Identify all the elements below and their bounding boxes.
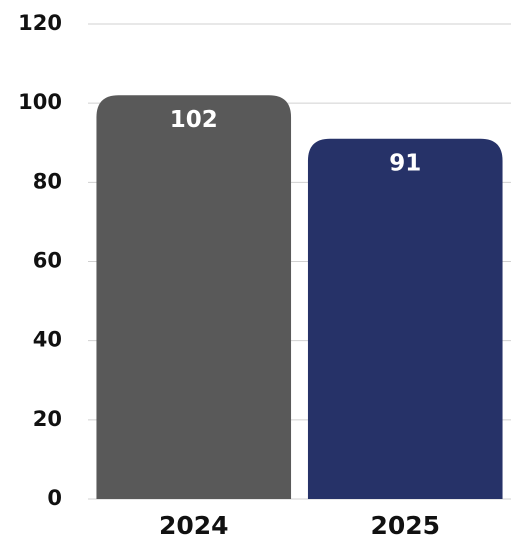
y-tick-label: 120 [18,11,62,35]
y-tick-label: 40 [33,328,62,352]
y-tick-label: 80 [33,169,62,193]
y-tick-label: 60 [33,249,62,273]
y-tick-label: 100 [18,90,62,114]
x-tick-label: 2025 [370,511,440,540]
value-label: 102 [170,107,218,133]
y-tick-label: 20 [33,407,62,431]
x-tick-label: 2024 [159,511,229,540]
value-label: 91 [389,150,421,176]
y-tick-label: 0 [47,486,62,510]
bar [307,138,503,499]
bar [96,95,292,499]
